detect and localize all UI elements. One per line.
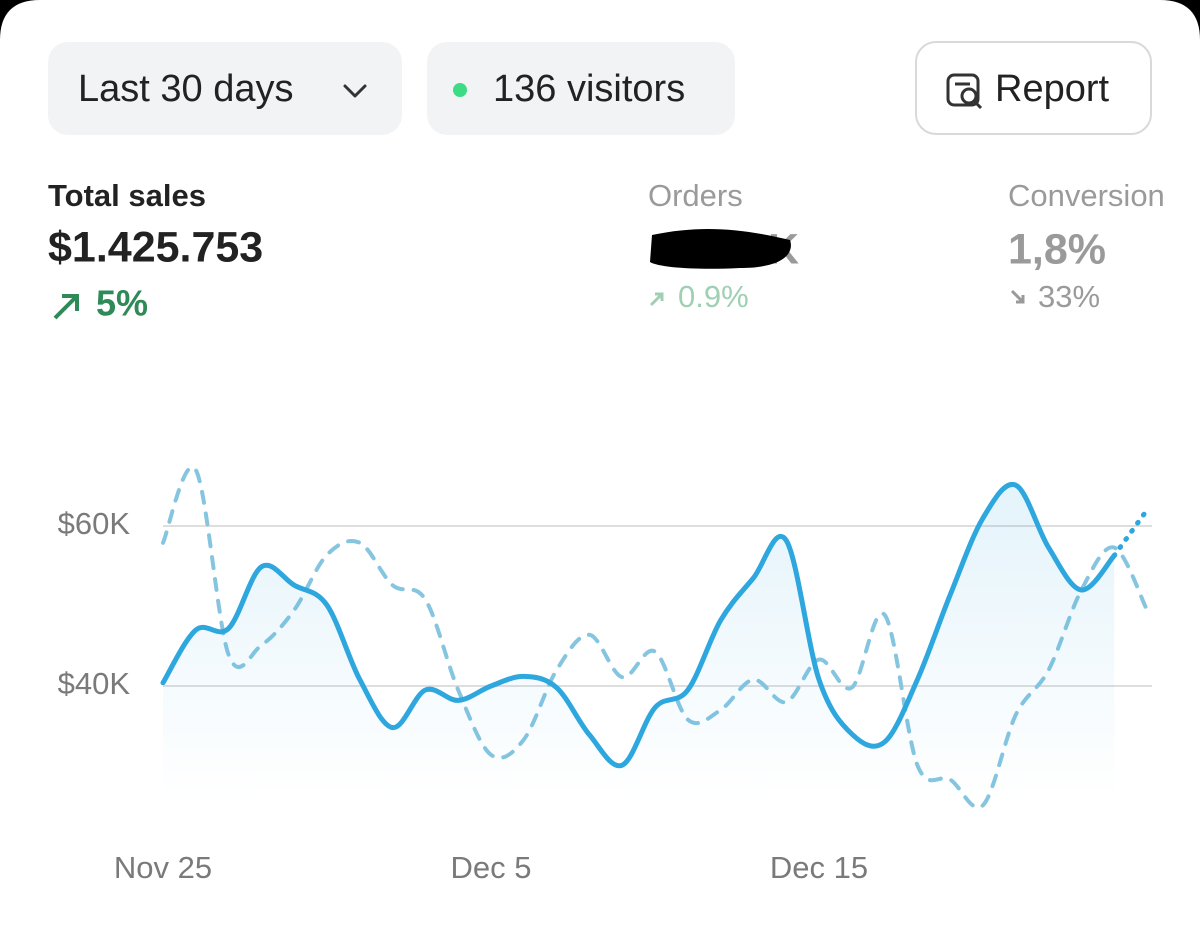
comparison-line (161, 465, 1149, 810)
y-tick-label: $40K (58, 666, 131, 701)
up-arrow (649, 292, 664, 307)
report-label: Report (995, 68, 1109, 110)
x-tick-label: Dec 15 (770, 850, 868, 885)
y-tick-label: $60K (58, 506, 131, 541)
chart: $40K $60K Nov 25 Dec 5 Dec 15 (58, 465, 1152, 885)
chevron-icon (343, 84, 367, 98)
period-filter[interactable] (48, 42, 402, 135)
up-arrow (53, 294, 79, 320)
report-icon (946, 73, 983, 110)
down-arrow (1010, 289, 1025, 304)
metric-label: Orders (648, 178, 743, 213)
metric-change: 33% (1038, 279, 1100, 314)
visitors-pill[interactable] (427, 42, 735, 135)
metric-value: $1.425.753 (48, 223, 263, 271)
metric-label: Total sales (48, 178, 206, 213)
report-button[interactable] (915, 41, 1152, 135)
visitors-label: 136 visitors (493, 68, 685, 110)
sales-line (160, 481, 1117, 769)
x-tick-label: Dec 5 (451, 850, 532, 885)
redaction (650, 228, 791, 269)
metric-label: Conversion (1008, 178, 1165, 213)
period-label: Last 30 days (78, 68, 293, 110)
metric-change: 5% (96, 283, 148, 324)
area (163, 484, 1115, 800)
metric-change: 0.9% (678, 279, 749, 314)
live-dot (453, 83, 467, 97)
sales-line-partial (1111, 507, 1150, 559)
x-tick-label: Nov 25 (114, 850, 212, 885)
metric-value: 1,8% (1008, 225, 1106, 273)
